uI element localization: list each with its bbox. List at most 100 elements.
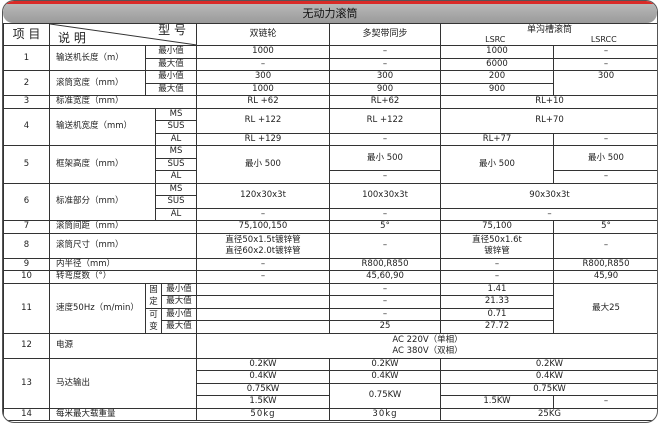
table-row: 5 框架高度（mm） MS 最小 500 最小 500 最小 500 最小 500 — [3, 145, 657, 184]
cell: 1.5KW — [196, 395, 330, 409]
row-no: 14 — [3, 407, 50, 421]
table-row: 1 输送机长度（m） 最小值 1000–1000– — [3, 45, 657, 71]
sub-label: 最大值 — [161, 295, 197, 309]
sub-label: 最大值 — [145, 57, 197, 71]
cell: 1.41 — [440, 282, 554, 296]
cell: 最小 500 — [553, 145, 657, 171]
header-item: 项 目 — [3, 23, 50, 46]
cell: – — [329, 307, 441, 321]
cell: 最小 500 — [196, 145, 330, 184]
cell: – — [553, 395, 657, 409]
row-no: 3 — [3, 95, 50, 109]
table-row: 最大值 25 27.72 — [4, 320, 658, 334]
cell: – — [329, 207, 441, 221]
table-row: 8 滚筒尺寸（mm） 直径50x1.5t镀锌管 直径60x2.0t镀锌管 – 直径5… — [3, 232, 657, 259]
cell: 45,90 — [553, 270, 657, 284]
row-desc: 滚筒间距（mm） — [49, 220, 197, 234]
cell: R800,R850 — [329, 257, 441, 271]
table-row: 最大值 – –6000– — [4, 57, 657, 71]
row-desc: 框架高度（mm） — [49, 145, 156, 184]
row-no: 12 — [3, 332, 50, 359]
cell: – — [329, 170, 441, 184]
sub-label: 最小值 — [161, 282, 197, 296]
cell: 1000 — [440, 45, 554, 59]
table-row: 1.5KW 1.5KW – — [4, 395, 657, 409]
row-desc: 速度50Hz（m/min） — [49, 282, 146, 334]
cell: 0.4KW — [440, 370, 657, 384]
cell: 30kg — [329, 407, 441, 421]
cell — [196, 295, 330, 309]
sub-label: 最小值 — [145, 70, 197, 84]
header-col3: 单沟槽滚筒 LSRC LSRCC — [440, 23, 657, 46]
cell: – — [553, 57, 657, 71]
table-row: 6 标准部分（mm） MS 120x30x3t 100x30x3t 90x30x3t — [3, 182, 657, 221]
cell: – — [329, 57, 441, 71]
cell: 27.72 — [440, 320, 554, 334]
cell — [196, 320, 330, 334]
cell — [196, 282, 330, 296]
header-desc: 说 明 — [58, 31, 86, 45]
cell: 最小 500 — [440, 145, 554, 184]
sub-label: 最小值 — [145, 45, 197, 59]
cell: 21.33 — [440, 295, 554, 309]
header-col1: 双链轮 — [196, 23, 330, 46]
cell: – — [329, 45, 441, 59]
cell: 0.4KW — [329, 370, 441, 384]
cell: 0.2KW — [329, 357, 441, 371]
row-no: 6 — [3, 182, 50, 221]
cell: 6000 — [440, 57, 554, 71]
table-row: 13 马达输出 0.2KW 0.2KW 0.2KW — [3, 357, 657, 409]
sub-label: AL — [155, 207, 197, 221]
sub-label: 最大值 — [145, 82, 197, 96]
row-no: 10 — [3, 270, 50, 284]
row-no: 11 — [3, 282, 50, 334]
table-row: AL RL +129– RL+77– — [4, 132, 657, 146]
row-desc: 标准宽度（mm） — [49, 95, 197, 109]
sub-label: AL — [155, 170, 197, 184]
cell: RL +122 — [329, 107, 441, 134]
sub-label: 最小值 — [161, 307, 197, 321]
sub-label: AL — [155, 132, 197, 146]
cell: 900 — [329, 82, 441, 96]
diagonal-line — [50, 24, 196, 45]
table-row: 可变 最小值 –0.71 — [4, 307, 658, 334]
table-row: 4 输送机宽度（mm） MS RL +122 RL +122 RL+70 — [3, 107, 657, 146]
sub-label-fixed: 固定 — [145, 282, 162, 309]
cell: 75,100,150 — [196, 220, 330, 234]
row-no: 1 — [3, 45, 50, 71]
cell: R800,R850 — [553, 257, 657, 271]
table-row: SUS — [4, 120, 658, 134]
red-accent-bar — [3, 1, 657, 5]
cell: 300 — [196, 70, 330, 84]
cell: – — [553, 232, 657, 259]
header-lsrc: LSRC — [485, 34, 506, 44]
cell: 300 — [329, 70, 441, 84]
cell: 0.71 — [440, 307, 554, 321]
cell: 最小 500 — [329, 145, 441, 171]
sub-label: MS — [155, 182, 197, 196]
row-no: 4 — [3, 107, 50, 146]
cell: 200 — [440, 70, 554, 84]
cell: – — [553, 170, 657, 184]
sub-label: SUS — [155, 157, 197, 171]
header-desc-model: 说 明 型 号 — [49, 23, 197, 46]
row-no: 13 — [3, 357, 50, 409]
table-row: 9 内半径（mm） – R800,R850– R800,R850 — [3, 257, 657, 271]
row-desc: 输送机宽度（mm） — [49, 107, 156, 146]
cell: 100x30x3t — [329, 182, 441, 209]
cell: 0.2KW — [440, 357, 657, 371]
cell: 0.2KW — [196, 357, 330, 371]
header-row: 项 目 说 明 型 号 双链轮 多契带同步 单沟槽滚筒 LSRC LSRCC — [3, 23, 657, 46]
row-desc: 每米最大载重量 — [49, 407, 197, 421]
row-no: 2 — [3, 70, 50, 96]
cell: 0.4KW — [196, 370, 330, 384]
cell: 300 — [553, 70, 657, 96]
cell: – — [440, 257, 554, 271]
cell: 25 — [329, 320, 441, 334]
cell: 5° — [553, 220, 657, 234]
cell: 900 — [440, 82, 554, 96]
cell: AC 220V（单相） AC 380V（双相） — [196, 332, 657, 359]
header-lsrcc: LSRCC — [590, 34, 617, 44]
row-desc: 转弯度数（°） — [49, 270, 197, 284]
